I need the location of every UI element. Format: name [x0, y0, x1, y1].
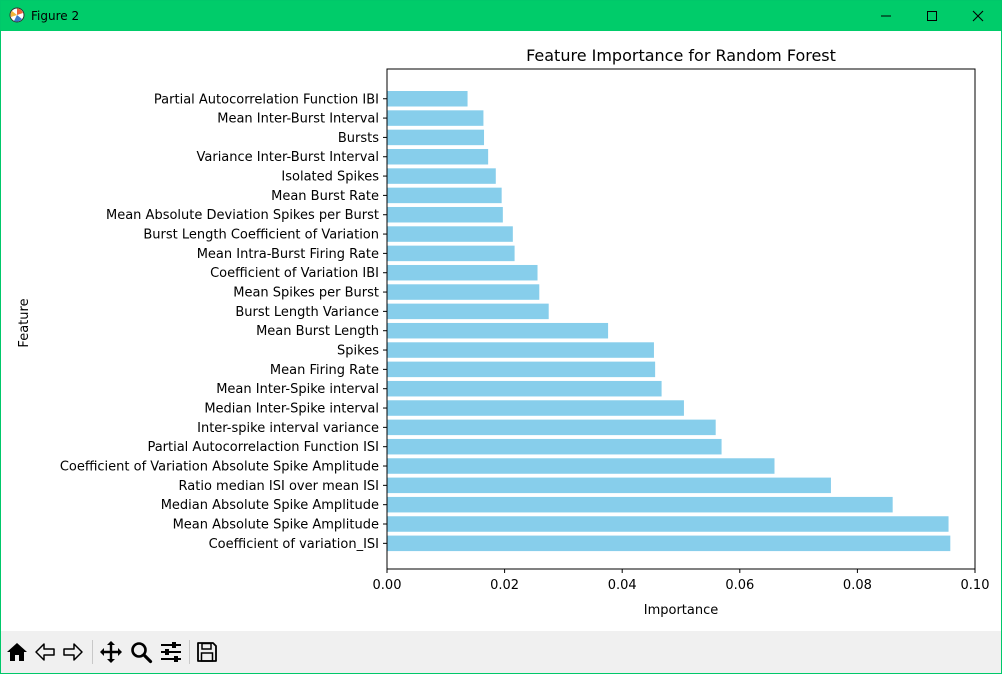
- y-tick-label: Mean Absolute Spike Amplitude: [173, 518, 379, 533]
- bar: [387, 129, 485, 146]
- y-tick-label: Mean Burst Length: [256, 324, 379, 339]
- minimize-icon: [881, 15, 891, 17]
- chart-title: Feature Importance for Random Forest: [526, 46, 836, 65]
- y-tick-label: Inter-spike interval variance: [197, 421, 379, 436]
- home-button[interactable]: [4, 639, 30, 665]
- x-ticks: 0.00 0.02 0.04 0.06 0.08 0.10: [373, 569, 990, 593]
- configure-subplots-icon: [161, 642, 181, 662]
- back-button[interactable]: [32, 639, 58, 665]
- x-tick-label: 0.00: [373, 578, 402, 593]
- window-title: Figure 2: [31, 9, 80, 23]
- maximize-icon: [927, 11, 937, 21]
- y-tick-label: Mean Spikes per Burst: [233, 286, 379, 301]
- bar-chart: Feature Importance for Random Forest Par…: [17, 46, 990, 618]
- bar: [387, 284, 540, 300]
- zoom-button[interactable]: [128, 639, 154, 665]
- bar: [387, 477, 831, 494]
- y-tick-label: Mean Inter-Burst Interval: [217, 112, 379, 127]
- configure-subplots-button[interactable]: [158, 639, 184, 665]
- bar: [387, 303, 549, 320]
- axes-frame: [386, 68, 976, 570]
- y-tick-label: Spikes: [337, 344, 379, 359]
- y-tick-label: Burst Length Variance: [235, 305, 379, 320]
- bar: [387, 168, 496, 184]
- title-bar[interactable]: Figure 2: [1, 1, 1001, 31]
- zoom-icon: [131, 642, 153, 664]
- toolbar-separator: [92, 640, 93, 664]
- bar: [387, 187, 502, 204]
- save-button[interactable]: [194, 639, 220, 665]
- navigation-toolbar: [1, 631, 1001, 673]
- y-tick-label: Coefficient of Variation IBI: [210, 266, 379, 281]
- x-tick-label: 0.10: [961, 578, 990, 593]
- bar: [387, 226, 513, 242]
- y-tick-label: Isolated Spikes: [281, 170, 379, 185]
- maximize-button[interactable]: [909, 1, 955, 31]
- close-button[interactable]: [955, 1, 1001, 31]
- bar: [387, 91, 468, 107]
- figure-canvas[interactable]: Feature Importance for Random Forest Par…: [1, 31, 1001, 631]
- bar: [387, 264, 538, 281]
- save-icon: [197, 642, 217, 662]
- y-tick-label: Partial Autocorrelation Function IBI: [154, 92, 379, 107]
- bar: [387, 206, 503, 223]
- y-tick-labels: Partial Autocorrelation Function IBI Mean…: [60, 92, 387, 552]
- y-tick-label: Mean Absolute Deviation Spikes per Burst: [106, 208, 379, 223]
- y-tick-label: Coefficient of Variation Absolute Spike …: [60, 460, 379, 475]
- x-tick-label: 0.06: [725, 578, 754, 593]
- y-tick-label: Median Inter-Spike interval: [204, 402, 379, 417]
- bar: [387, 458, 775, 474]
- bar: [387, 400, 684, 416]
- toolbar-separator: [189, 640, 190, 664]
- y-tick-label: Median Absolute Spike Amplitude: [161, 498, 379, 513]
- bar: [387, 342, 654, 358]
- forward-arrow-icon: [63, 643, 83, 661]
- bar: [387, 322, 609, 339]
- close-icon: [972, 10, 984, 22]
- y-tick-label: Bursts: [338, 131, 379, 146]
- bar: [387, 438, 722, 455]
- matplotlib-icon: [9, 7, 25, 23]
- bar: [387, 361, 656, 378]
- x-tick-label: 0.04: [608, 578, 637, 593]
- y-tick-label: Mean Firing Rate: [270, 363, 379, 378]
- pan-button[interactable]: [98, 639, 124, 665]
- y-tick-label: Ratio median ISI over mean ISI: [179, 479, 379, 494]
- x-axis-label: Importance: [644, 603, 719, 618]
- bar: [387, 148, 489, 165]
- y-tick-label: Variance Inter-Burst Interval: [197, 150, 380, 165]
- x-tick-label: 0.08: [843, 578, 872, 593]
- y-tick-label: Partial Autocorrelaction Function ISI: [147, 440, 379, 455]
- bar: [387, 535, 951, 552]
- bar: [387, 245, 515, 262]
- back-arrow-icon: [35, 643, 55, 661]
- y-axis-label: Feature: [17, 298, 32, 347]
- bar: [387, 516, 949, 532]
- home-icon: [7, 643, 27, 661]
- y-tick-label: Mean Inter-Spike interval: [216, 382, 379, 397]
- bars-group: [387, 91, 951, 552]
- pan-icon: [100, 641, 122, 663]
- forward-button[interactable]: [60, 639, 86, 665]
- x-tick-label: 0.02: [490, 578, 519, 593]
- bar: [387, 110, 484, 126]
- y-tick-label: Mean Intra-Burst Firing Rate: [197, 247, 379, 262]
- bar: [387, 419, 716, 436]
- bar: [387, 380, 662, 397]
- minimize-button[interactable]: [863, 1, 909, 31]
- y-tick-label: Coefficient of variation_ISI: [209, 537, 379, 552]
- y-tick-label: Burst Length Coefficient of Variation: [143, 228, 379, 243]
- y-tick-label: Mean Burst Rate: [271, 189, 379, 204]
- bar: [387, 496, 893, 513]
